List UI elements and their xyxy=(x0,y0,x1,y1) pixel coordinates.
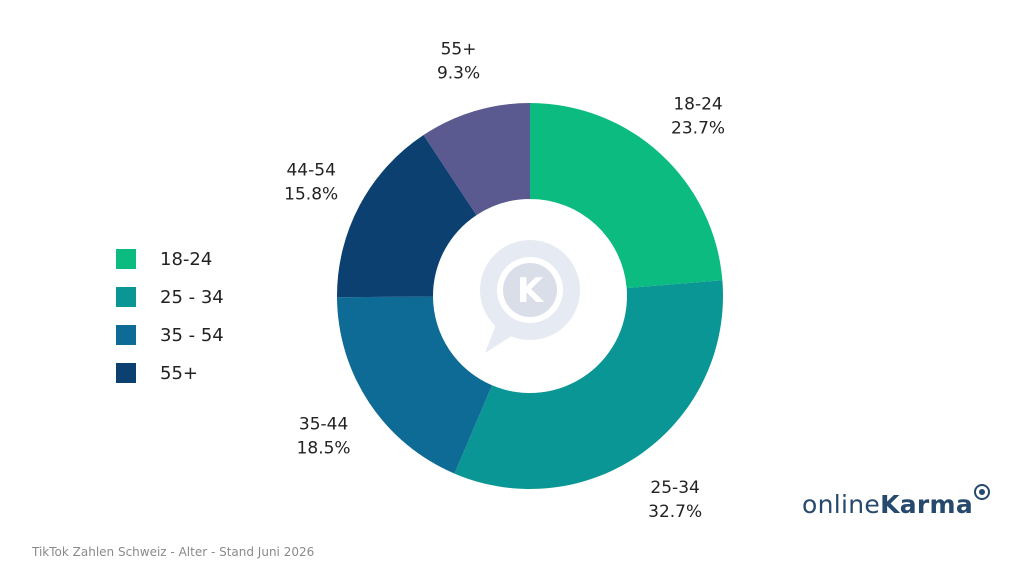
slice-category-label: 25-34 xyxy=(650,478,699,498)
slice-18-24 xyxy=(530,103,723,289)
slice-category-label: 44-54 xyxy=(286,160,335,180)
legend-item: 18-24 xyxy=(116,240,224,278)
brand-light: online xyxy=(802,490,881,519)
slice-55+ xyxy=(423,103,530,216)
slice-category-label: 18-24 xyxy=(673,95,722,115)
brand-mark-icon xyxy=(974,484,990,500)
brand-logo: onlineKarma xyxy=(802,490,973,519)
legend-label: 35 - 54 xyxy=(160,324,224,346)
legend-swatch xyxy=(116,249,136,269)
legend-swatch xyxy=(116,363,136,383)
legend-label: 55+ xyxy=(160,362,198,384)
slice-44-54 xyxy=(337,135,477,298)
slice-value-label: 9.3% xyxy=(437,64,480,84)
legend-label: 18-24 xyxy=(160,248,213,270)
brand-bold: Karma xyxy=(880,490,974,519)
slice-value-label: 15.8% xyxy=(284,184,338,204)
legend-swatch xyxy=(116,325,136,345)
legend-swatch xyxy=(116,287,136,307)
slice-35-44 xyxy=(337,296,493,474)
slice-value-label: 18.5% xyxy=(297,438,351,458)
slice-value-label: 32.7% xyxy=(648,502,702,522)
legend: 18-24 25 - 34 35 - 54 55+ xyxy=(116,240,224,392)
slice-value-label: 23.7% xyxy=(671,119,725,139)
legend-item: 25 - 34 xyxy=(116,278,224,316)
slice-category-label: 55+ xyxy=(441,40,477,60)
slice-category-label: 35-44 xyxy=(299,414,348,434)
k-logo-icon: K xyxy=(480,240,580,353)
legend-item: 55+ xyxy=(116,354,224,392)
footer-caption: TikTok Zahlen Schweiz - Alter - Stand Ju… xyxy=(32,545,315,559)
svg-text:K: K xyxy=(517,271,545,311)
legend-label: 25 - 34 xyxy=(160,286,224,308)
legend-item: 35 - 54 xyxy=(116,316,224,354)
slice-25-34 xyxy=(454,280,723,489)
